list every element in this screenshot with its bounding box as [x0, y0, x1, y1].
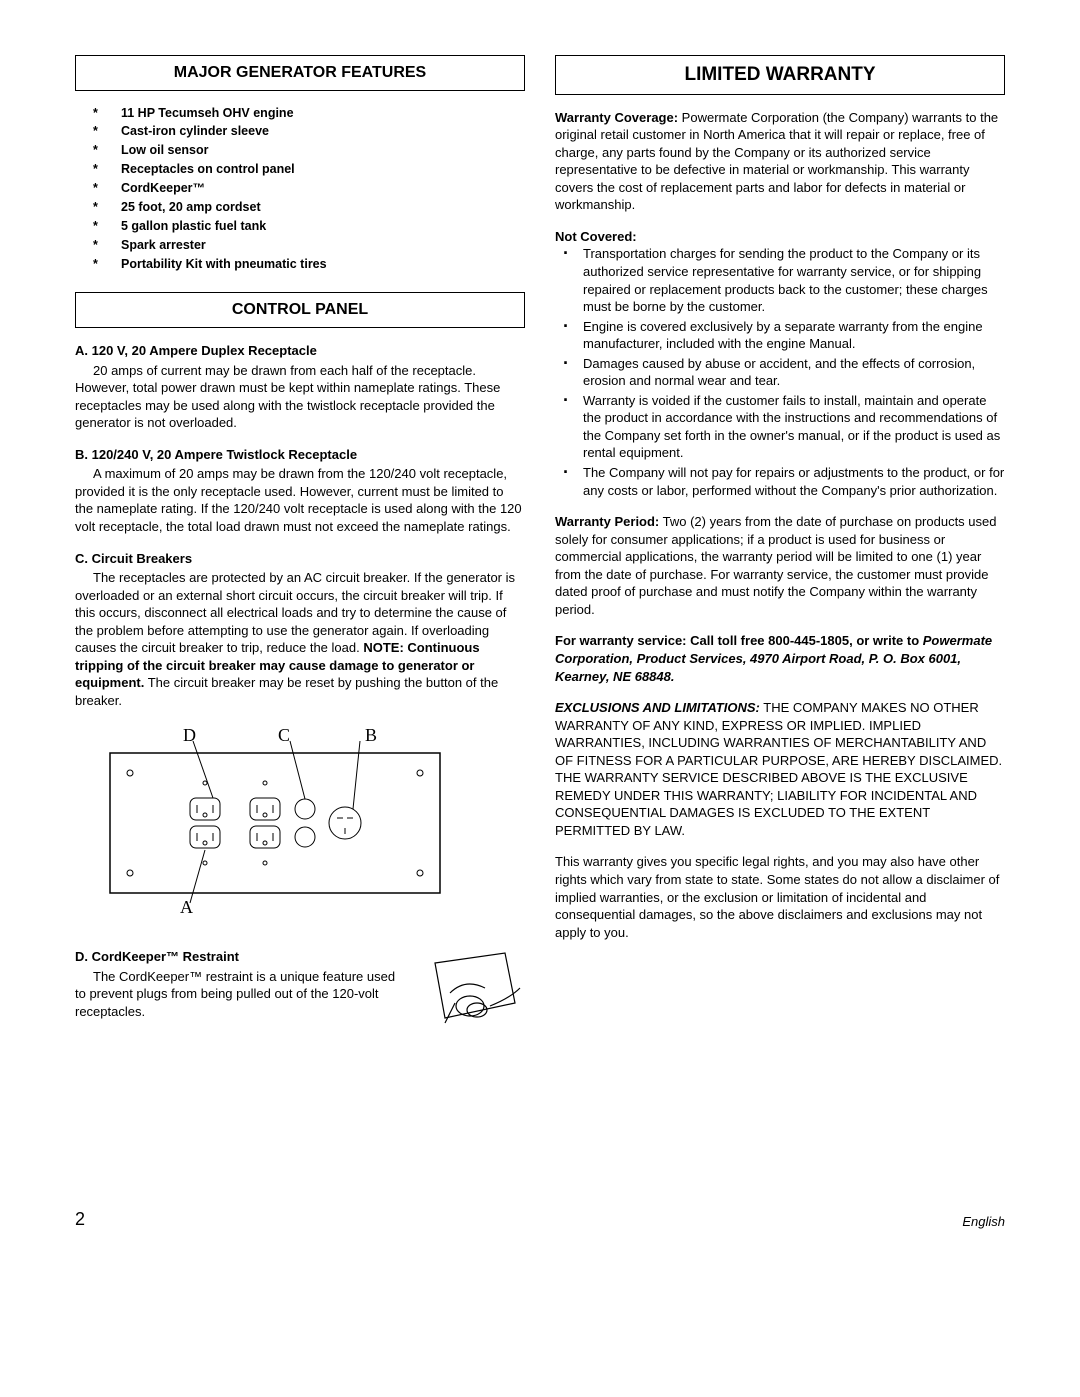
section-d-body: The CordKeeper™ restraint is a unique fe… — [75, 968, 405, 1021]
period-body: Two (2) years from the date of purchase … — [555, 514, 997, 617]
warranty-coverage: Warranty Coverage: Powermate Corporation… — [555, 109, 1005, 214]
left-column: MAJOR GENERATOR FEATURES 11 HP Tecumseh … — [75, 55, 525, 1057]
feature-item: CordKeeper™ — [93, 180, 525, 197]
warranty-title-box: LIMITED WARRANTY — [555, 55, 1005, 95]
feature-item: 5 gallon plastic fuel tank — [93, 218, 525, 235]
warranty-period: Warranty Period: Two (2) years from the … — [555, 513, 1005, 618]
not-covered-label: Not Covered: — [555, 228, 1005, 246]
section-c: C. Circuit Breakers The receptacles are … — [75, 550, 525, 710]
page-footer: 2 English — [75, 1207, 1005, 1231]
legal-rights: This warranty gives you specific legal r… — [555, 853, 1005, 941]
period-label: Warranty Period: — [555, 514, 659, 529]
rights-body: This warranty gives you specific legal r… — [555, 854, 999, 939]
features-title: MAJOR GENERATOR FEATURES — [174, 64, 426, 81]
service-label: For warranty service: Call toll free 800… — [555, 633, 923, 648]
not-covered-list: Transportation charges for sending the p… — [555, 245, 1005, 499]
control-title-box: CONTROL PANEL — [75, 292, 525, 328]
exclusions: EXCLUSIONS AND LIMITATIONS: THE COMPANY … — [555, 699, 1005, 839]
diagram-label-d: D — [183, 725, 196, 745]
feature-item: Receptacles on control panel — [93, 161, 525, 178]
control-title: CONTROL PANEL — [232, 301, 368, 318]
section-d: D. CordKeeper™ Restraint The CordKeeper™… — [75, 948, 525, 1043]
diagram-label-b: B — [365, 725, 377, 745]
coverage-label: Warranty Coverage: — [555, 110, 678, 125]
section-c-title: C. Circuit Breakers — [75, 550, 525, 568]
section-b-body: A maximum of 20 amps may be drawn from t… — [75, 465, 525, 535]
not-covered-item: The Company will not pay for repairs or … — [555, 464, 1005, 499]
diagram-label-a: A — [180, 897, 193, 917]
right-column: LIMITED WARRANTY Warranty Coverage: Powe… — [555, 55, 1005, 1057]
section-c-body: The receptacles are protected by an AC c… — [75, 569, 525, 709]
feature-item: 11 HP Tecumseh OHV engine — [93, 105, 525, 122]
section-a-title: A. 120 V, 20 Ampere Duplex Receptacle — [75, 342, 525, 360]
warranty-title: LIMITED WARRANTY — [684, 64, 875, 85]
coverage-body: Powermate Corporation (the Company) warr… — [555, 110, 998, 213]
feature-item: Spark arrester — [93, 237, 525, 254]
not-covered-item: Transportation charges for sending the p… — [555, 245, 1005, 315]
feature-item: 25 foot, 20 amp cordset — [93, 199, 525, 216]
section-b-title: B. 120/240 V, 20 Ampere Twistlock Recept… — [75, 446, 525, 464]
not-covered-section: Not Covered: Transportation charges for … — [555, 228, 1005, 499]
page-number: 2 — [75, 1207, 85, 1231]
diagram-label-c: C — [278, 725, 290, 745]
feature-item: Low oil sensor — [93, 142, 525, 159]
features-title-box: MAJOR GENERATOR FEATURES — [75, 55, 525, 91]
cordkeeper-diagram — [415, 948, 525, 1043]
feature-item: Portability Kit with pneumatic tires — [93, 256, 525, 273]
section-b: B. 120/240 V, 20 Ampere Twistlock Recept… — [75, 446, 525, 536]
control-panel-diagram: A D C B — [75, 723, 525, 928]
section-a: A. 120 V, 20 Ampere Duplex Receptacle 20… — [75, 342, 525, 432]
not-covered-item: Warranty is voided if the customer fails… — [555, 392, 1005, 462]
exclusions-label: EXCLUSIONS AND LIMITATIONS: — [555, 700, 760, 715]
feature-list: 11 HP Tecumseh OHV engine Cast-iron cyli… — [93, 105, 525, 273]
warranty-service: For warranty service: Call toll free 800… — [555, 632, 1005, 685]
feature-item: Cast-iron cylinder sleeve — [93, 123, 525, 140]
section-d-title: D. CordKeeper™ Restraint — [75, 948, 405, 966]
not-covered-item: Engine is covered exclusively by a separ… — [555, 318, 1005, 353]
exclusions-body: THE COMPANY MAKES NO OTHER WARRANTY OF A… — [555, 700, 1002, 838]
section-a-body: 20 amps of current may be drawn from eac… — [75, 362, 525, 432]
not-covered-item: Damages caused by abuse or accident, and… — [555, 355, 1005, 390]
language-label: English — [962, 1213, 1005, 1231]
